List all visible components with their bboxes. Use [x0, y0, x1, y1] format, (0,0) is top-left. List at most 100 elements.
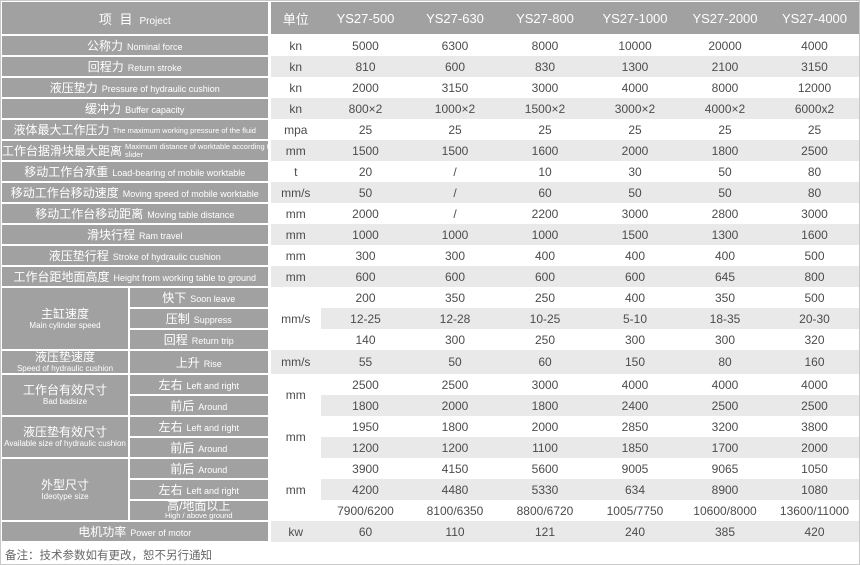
- table-row: 压制 Suppress 12-25 12-28 10-25 5-10 18-35 20-30: [2, 308, 859, 330]
- value-cell: 3000: [770, 203, 859, 224]
- value-cell: 1100: [500, 437, 590, 458]
- group-label-cell: 液压垫有效尺寸 Available size of hydraulic cushi…: [2, 416, 130, 459]
- value-cell: 2800: [680, 203, 770, 224]
- value-cell: 1080: [770, 479, 859, 500]
- value-cell: 320: [770, 329, 859, 350]
- value-cell: 20-30: [770, 308, 859, 329]
- row-label-cell: 移动工作台移动距离 Moving table distance: [2, 203, 271, 225]
- value-cell: 160: [770, 350, 859, 374]
- row-label-en: Pressure of hydraulic cushion: [101, 84, 220, 94]
- row-label-cn: 液体最大工作压力: [13, 123, 110, 137]
- unit-cell: kn: [269, 77, 321, 98]
- sub-label-en: Around: [198, 465, 228, 475]
- group-label-cn: 主缸速度: [40, 306, 89, 321]
- sub-label-cell: 上升 Rise: [129, 350, 271, 375]
- unit-cell: mm: [269, 458, 321, 521]
- value-cell: 600: [321, 266, 410, 287]
- value-cell: 1700: [680, 437, 770, 458]
- sub-label-cn: 回程: [163, 333, 188, 347]
- value-cell: 60: [321, 521, 410, 542]
- value-cell: 110: [410, 521, 500, 542]
- sub-label-cn: 左右: [158, 420, 183, 434]
- value-cell: 8000: [500, 35, 590, 56]
- value-cell: 13600/11000: [770, 500, 859, 521]
- value-cell: 1005/7750: [590, 500, 680, 521]
- value-cell: 645: [680, 266, 770, 287]
- value-cell: 5330: [500, 479, 590, 500]
- value-cell: 300: [410, 245, 500, 266]
- unit-cell: kn: [269, 56, 321, 77]
- value-cell: 2100: [680, 56, 770, 77]
- table-row: 前后 Around 1800 2000 1800 2400 2500 2500: [2, 395, 859, 417]
- sub-label-cn: 左右: [158, 378, 183, 392]
- value-cell: 1950: [321, 416, 410, 437]
- row-label-cell: 回程力 Return stroke: [2, 56, 271, 78]
- value-cell: 800: [770, 266, 859, 287]
- value-cell: 240: [590, 521, 680, 542]
- table-row: 外型尺寸 Ideotype size 前后 Around mm 3900 4150 5600 9…: [2, 458, 859, 522]
- row-label-en: The maximum working pressure of the flui…: [112, 125, 256, 135]
- value-cell: 500: [770, 245, 859, 266]
- row-label-cell: 滑块行程 Ram travel: [2, 224, 271, 246]
- value-cell: 3000: [590, 203, 680, 224]
- row-label-cell: 液压垫行程 Stroke of hydraulic cushion: [2, 245, 271, 267]
- value-cell: 300: [321, 245, 410, 266]
- value-cell: 3150: [770, 56, 859, 77]
- sub-label-en: Soon leave: [190, 294, 236, 304]
- unit-cell: mm/s: [269, 350, 321, 374]
- sub-label-cn: 上升: [175, 355, 200, 370]
- value-cell: 18-35: [680, 308, 770, 329]
- table-row: 电机功率 Power of motor kw 60 110 121 240 385 420: [2, 521, 859, 543]
- group-label-cell: 外型尺寸 Ideotype size: [2, 458, 130, 522]
- value-cell: 4000×2: [680, 98, 770, 119]
- row-label-en: Load-bearing of mobile worktable: [112, 168, 246, 178]
- unit-cell: kn: [269, 98, 321, 119]
- sub-label-cell: 回程 Return trip: [129, 329, 271, 351]
- value-cell: 2000: [590, 140, 680, 161]
- value-cell: 1800: [500, 395, 590, 416]
- footnote: 备注：技术参数如有更改，恕不另行通知 Notes: technical para…: [5, 549, 858, 564]
- value-cell: 1850: [590, 437, 680, 458]
- project-header-cell: 项 目 Project: [2, 2, 271, 36]
- value-cell: 800×2: [321, 98, 410, 119]
- model-header-cell: YS27-2000: [680, 2, 770, 36]
- value-cell: 80: [680, 350, 770, 374]
- row-label-cn: 公称力: [86, 39, 123, 53]
- value-cell: 1300: [680, 224, 770, 245]
- unit-cell: mm: [269, 203, 321, 224]
- value-cell: 12-25: [321, 308, 410, 329]
- value-cell: 3000: [500, 374, 590, 395]
- value-cell: 121: [500, 521, 590, 542]
- sub-label-text: 高/地面以上 High / above ground: [165, 500, 233, 519]
- row-label-en: Stroke of hydraulic cushion: [112, 252, 221, 262]
- value-cell: 200: [321, 287, 410, 308]
- sub-label-en: Left and right: [186, 423, 240, 433]
- group-label-en: Speed of hydraulic cushion: [16, 364, 114, 373]
- sub-label-cn: 前后: [170, 441, 195, 455]
- value-cell: 350: [680, 287, 770, 308]
- value-cell: 400: [680, 245, 770, 266]
- group-label-cn: 工作台有效尺寸: [22, 383, 107, 397]
- value-cell: /: [410, 203, 500, 224]
- unit-cell: mm/s: [269, 182, 321, 203]
- value-cell: 8900: [680, 479, 770, 500]
- table-row: 液压垫行程 Stroke of hydraulic cushion mm 300 300…: [2, 245, 859, 267]
- value-cell: 400: [500, 245, 590, 266]
- value-cell: 2500: [321, 374, 410, 395]
- sub-label-cell: 左右 Left and right: [129, 374, 271, 396]
- model-header-cell: YS27-4000: [770, 2, 859, 36]
- value-cell: 4480: [410, 479, 500, 500]
- row-label-en: Height from working table to ground: [113, 273, 257, 283]
- table-row: 移动工作台承重 Load-bearing of mobile worktable t…: [2, 161, 859, 183]
- row-label-en: Maximum distance of worktable according …: [125, 142, 269, 160]
- value-cell: 2000: [321, 77, 410, 98]
- row-label-cn: 电机功率: [78, 525, 127, 539]
- value-cell: 10-25: [500, 308, 590, 329]
- sub-label-cn: 左右: [158, 483, 183, 497]
- value-cell: 1500×2: [500, 98, 590, 119]
- value-cell: 25: [770, 119, 859, 140]
- value-cell: 5600: [500, 458, 590, 479]
- value-cell: 150: [590, 350, 680, 374]
- value-cell: 140: [321, 329, 410, 350]
- row-label-cell: 移动工作台移动速度 Moving speed of mobile worktabl…: [2, 182, 271, 204]
